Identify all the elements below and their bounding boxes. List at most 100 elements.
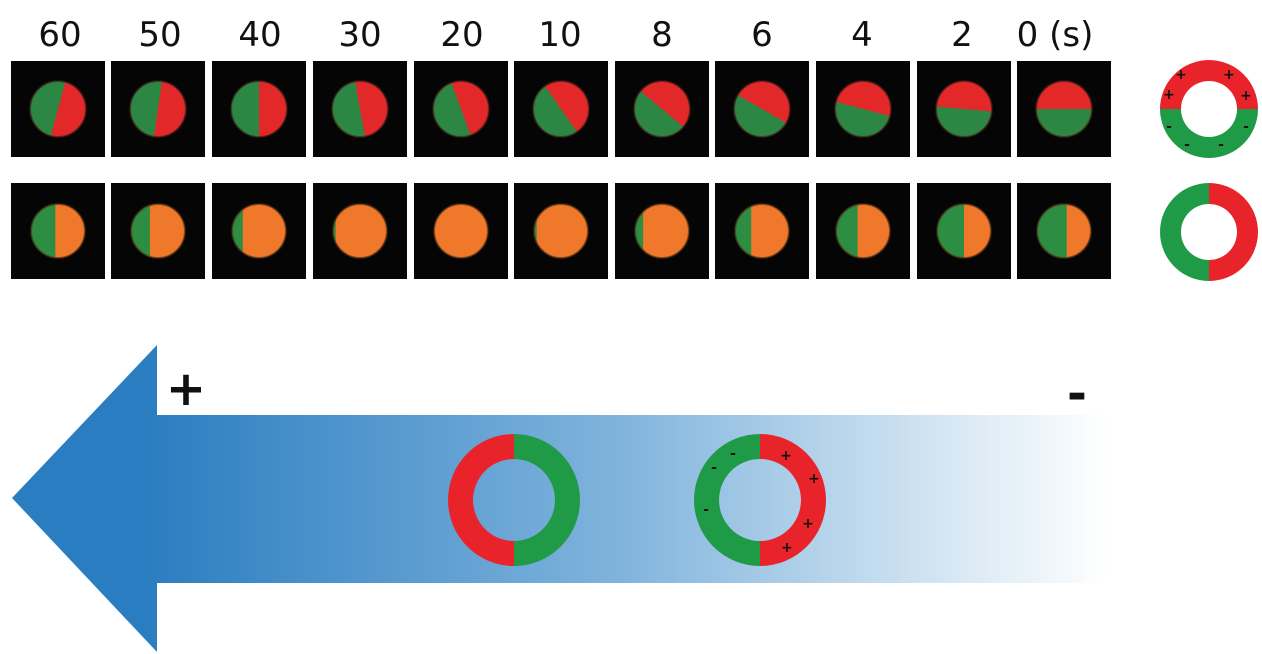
micrograph-frame xyxy=(313,61,407,157)
time-label: 20 xyxy=(440,15,483,55)
micrograph-frame xyxy=(1017,61,1111,157)
field-ring-polarized: - - - + + + + xyxy=(694,434,826,566)
minus-sign: - xyxy=(1243,119,1249,135)
micrograph-frame xyxy=(917,183,1011,279)
cell-outline xyxy=(332,203,388,259)
ring-green-half xyxy=(1160,183,1209,281)
micrograph-frame xyxy=(111,61,205,157)
micrograph-frames xyxy=(11,61,1111,279)
positive-pole-sign: + xyxy=(166,361,206,417)
cell xyxy=(534,204,588,258)
cell xyxy=(937,204,991,258)
cell-outline xyxy=(733,80,791,138)
cell-left-half xyxy=(333,204,336,258)
cell-outline xyxy=(533,203,589,259)
micrograph-frame xyxy=(615,183,709,279)
micrograph-frame xyxy=(715,61,809,157)
ring-red-half xyxy=(1209,183,1258,281)
cell xyxy=(635,204,689,258)
ring-red-half xyxy=(760,434,826,566)
cell-outline xyxy=(129,80,187,138)
cell-left-half xyxy=(232,204,243,258)
micrograph-frame xyxy=(514,61,608,157)
time-labels: 60 50 40 30 20 10 8 6 4 2 0 (s) xyxy=(38,15,1093,55)
plus-sign: + xyxy=(780,448,792,464)
micrograph-frame xyxy=(212,183,306,279)
micrograph-frame xyxy=(111,183,205,279)
cell-outline xyxy=(734,203,790,259)
time-label: 2 xyxy=(951,15,973,55)
legend-ring-polarized: + + + + - - - - xyxy=(1160,60,1258,158)
minus-sign: - xyxy=(711,460,717,476)
cell-right-half xyxy=(434,204,488,258)
cell-outline xyxy=(835,203,891,259)
cell-outline xyxy=(1035,80,1093,138)
negative-pole-sign: - xyxy=(1067,366,1087,422)
cell-outline xyxy=(231,203,287,259)
cell-outline xyxy=(433,203,489,259)
minus-sign: - xyxy=(1184,137,1190,153)
time-label: 30 xyxy=(338,15,381,55)
minus-sign: - xyxy=(730,446,736,462)
cell xyxy=(434,204,488,258)
time-label: 4 xyxy=(851,15,873,55)
time-label: 50 xyxy=(138,15,181,55)
plus-sign: + xyxy=(1175,67,1187,83)
cell-outline xyxy=(935,80,993,138)
cell xyxy=(131,204,185,258)
time-label: 0 (s) xyxy=(1017,15,1094,55)
micrograph-frame xyxy=(816,61,910,157)
field-ring-nonpolarized xyxy=(448,434,580,566)
micrograph-frame xyxy=(414,61,508,157)
cell-right-half xyxy=(635,204,689,258)
cell-left-half xyxy=(534,204,537,258)
cell-left-half xyxy=(836,204,858,258)
time-label: 6 xyxy=(751,15,773,55)
time-label: 10 xyxy=(538,15,581,55)
ring-green-half xyxy=(1160,109,1258,158)
micrograph-frame xyxy=(313,183,407,279)
cell-outline xyxy=(331,80,389,138)
cell-outline xyxy=(130,203,186,259)
plus-sign: + xyxy=(808,471,820,487)
minus-sign: - xyxy=(703,502,709,518)
ring-red-half xyxy=(1160,60,1258,109)
cell-right-half xyxy=(534,204,588,258)
cell-right-half xyxy=(333,204,387,258)
cell xyxy=(1036,81,1092,137)
micrograph-frame xyxy=(514,183,608,279)
plus-sign: + xyxy=(781,540,793,556)
time-label: 60 xyxy=(38,15,81,55)
minus-sign: - xyxy=(1166,119,1172,135)
cell-outline xyxy=(834,80,892,138)
micrograph-frame xyxy=(917,61,1011,157)
cell-outline xyxy=(30,203,86,259)
cell-outline xyxy=(634,203,690,259)
micrograph-frame xyxy=(11,61,105,157)
cell xyxy=(232,204,286,258)
cell xyxy=(333,204,387,258)
plus-sign: + xyxy=(1223,67,1235,83)
plus-sign: + xyxy=(1240,88,1252,104)
micrograph-frame xyxy=(615,61,709,157)
micrograph-frame xyxy=(11,183,105,279)
cell-outline xyxy=(29,80,87,138)
cell-outline xyxy=(633,80,691,138)
ring-green-half xyxy=(514,434,580,566)
cell-left-half xyxy=(635,204,644,258)
cell xyxy=(836,204,890,258)
micrograph-frame xyxy=(816,183,910,279)
cell-outline xyxy=(1036,203,1092,259)
cell-outline xyxy=(432,80,490,138)
plus-sign: + xyxy=(1163,87,1175,103)
micrograph-frame xyxy=(715,183,809,279)
cell-outline xyxy=(936,203,992,259)
micrograph-frame xyxy=(414,183,508,279)
time-label: 8 xyxy=(651,15,673,55)
legend-ring-nonpolarized xyxy=(1160,183,1258,281)
cell-outline xyxy=(532,80,590,138)
ring-red-half xyxy=(448,434,514,566)
minus-sign: - xyxy=(1218,137,1224,153)
ring-green-half xyxy=(694,434,760,566)
